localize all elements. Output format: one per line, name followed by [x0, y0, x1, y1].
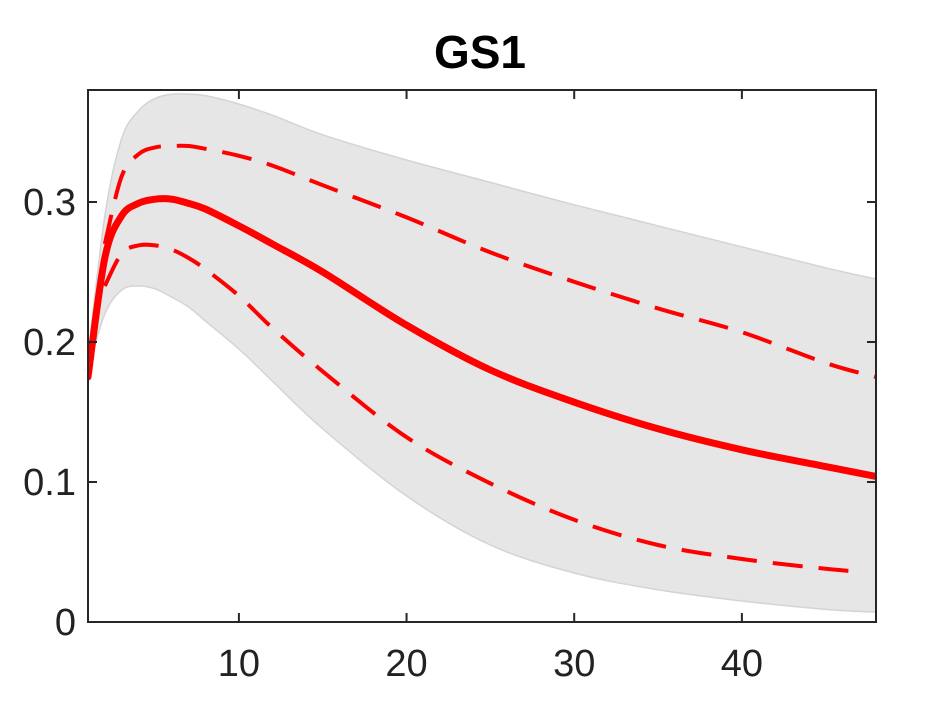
plot-area — [87, 89, 877, 623]
axes-box — [87, 89, 877, 623]
chart-title: GS1 — [434, 26, 526, 78]
x-tick-label: 20 — [385, 643, 427, 685]
dashed-line-1 — [102, 143, 876, 379]
x-tick-label: 40 — [721, 643, 763, 685]
y-tick-label: 0 — [55, 602, 76, 644]
plot-content — [88, 93, 876, 613]
y-tick-label: 0.1 — [23, 462, 76, 504]
solid-line-0 — [88, 195, 876, 480]
dashed-line-2 — [103, 242, 860, 574]
x-tick-label: 10 — [218, 643, 260, 685]
y-tick-label: 0.2 — [23, 322, 76, 364]
x-tick-label: 30 — [553, 643, 595, 685]
confidence-band — [88, 93, 876, 613]
axis-ticks: 10 20 30 40 0 0.1 0.2 0.3 — [23, 90, 876, 685]
y-tick-label: 0.3 — [23, 182, 76, 224]
